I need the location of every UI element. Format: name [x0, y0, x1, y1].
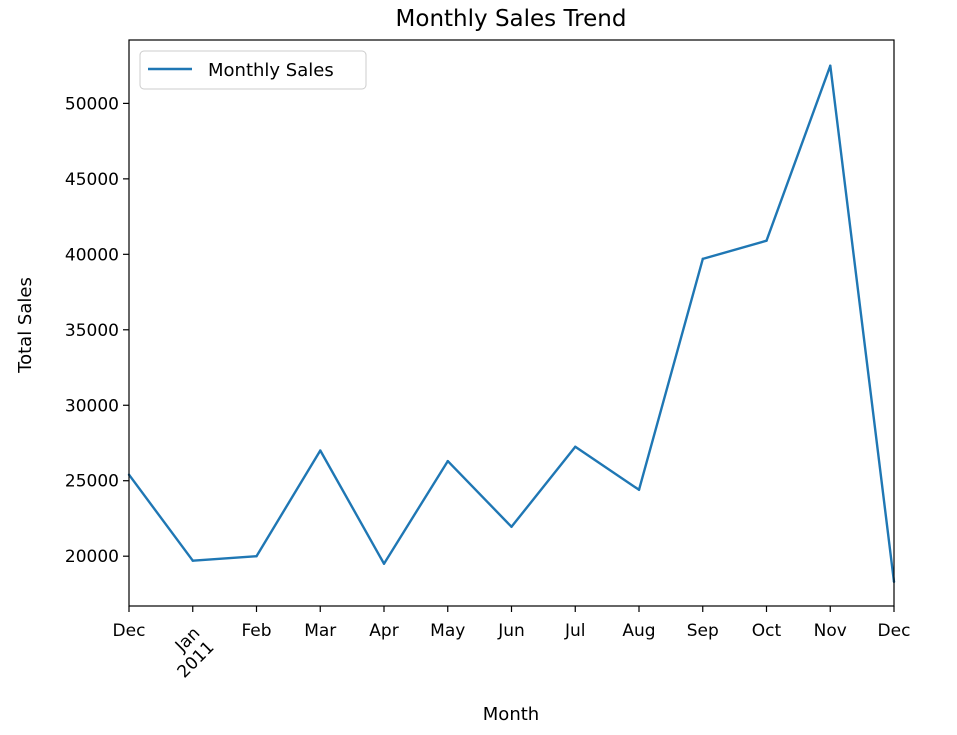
data-point	[446, 459, 449, 463]
y-tick-label: 50000	[65, 94, 119, 114]
y-axis-label: Total Sales	[15, 277, 36, 374]
data-point	[701, 257, 704, 261]
y-tick-label: 20000	[65, 547, 119, 567]
data-point	[510, 525, 513, 528]
x-tick-label: Dec	[878, 621, 911, 641]
x-tick-label: Feb	[241, 621, 271, 641]
data-point	[382, 562, 386, 565]
y-tick-label: 40000	[65, 245, 119, 265]
x-tick-label: Apr	[369, 621, 398, 641]
data-point	[637, 488, 641, 491]
data-point	[574, 445, 577, 448]
x-tick-label: Nov	[814, 621, 847, 641]
data-point	[191, 559, 194, 562]
y-tick-label: 25000	[65, 472, 119, 492]
legend-box	[139, 50, 367, 90]
x-axis-label: Month	[483, 704, 539, 725]
legend: Monthly Sales	[139, 50, 367, 90]
chart-title: Monthly Sales Trend	[396, 6, 627, 32]
x-tick-label: Jun	[497, 621, 525, 641]
series-line	[128, 64, 896, 583]
legend-label: Monthly Sales	[208, 60, 334, 81]
data-point	[765, 239, 768, 242]
data-point	[319, 449, 322, 452]
x-axis: Dec Jan2011 Feb Mar Apr May Jun Jul Aug Sep Oct Nov…	[113, 606, 911, 682]
x-tick-label: Oct	[752, 621, 782, 641]
x-tick-label: Jul	[564, 621, 586, 641]
plot-area	[127, 64, 896, 584]
y-tick-label: 35000	[65, 321, 119, 341]
x-tick-label: Mar	[304, 621, 336, 641]
x-tick-label: Aug	[622, 621, 655, 641]
x-tick-label: Sep	[687, 621, 719, 641]
x-tick-label: May	[430, 621, 465, 641]
y-axis: 20000 25000 30000 35000 40000 45000 50000	[65, 94, 129, 567]
data-point	[255, 554, 258, 558]
y-tick-label: 45000	[65, 170, 119, 190]
plot-frame	[128, 39, 895, 607]
x-tick-label: Jan2011	[160, 623, 219, 682]
x-tick-label: Dec	[113, 621, 146, 641]
data-point	[829, 64, 832, 67]
y-tick-label: 30000	[65, 396, 119, 416]
